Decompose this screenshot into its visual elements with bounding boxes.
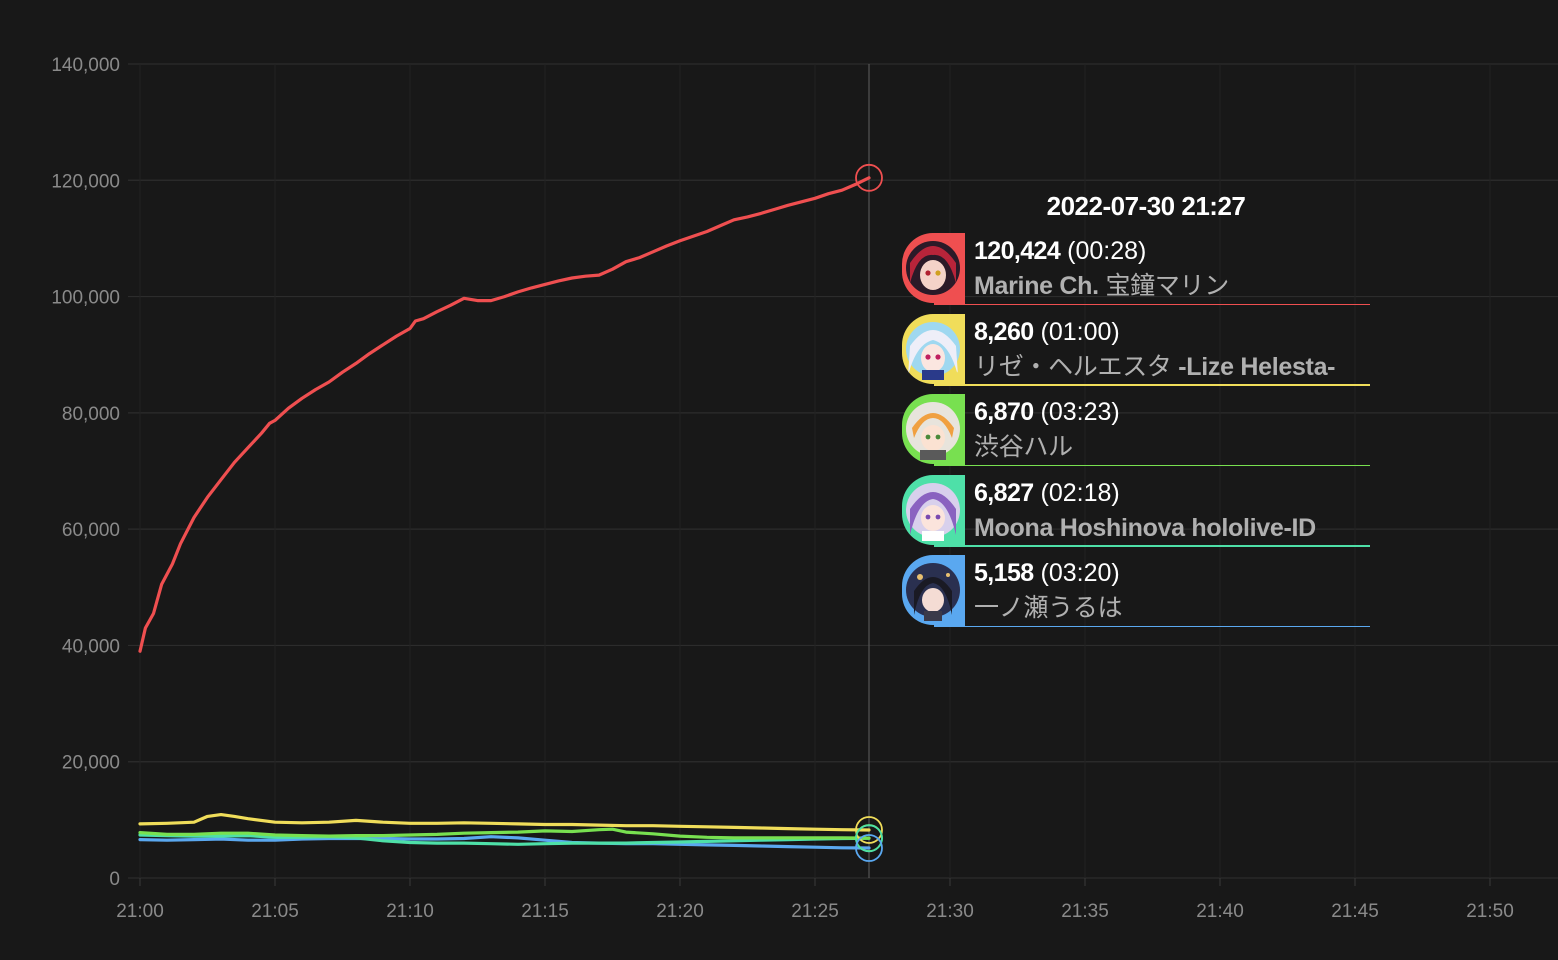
entry-value: 6,827 <box>974 478 1034 507</box>
tooltip-entry-haru: 6,870 (03:23) 渋谷ハル <box>902 394 1370 466</box>
entry-underline <box>934 303 1370 305</box>
x-tick-label: 21:15 <box>521 901 569 922</box>
entry-underline <box>934 464 1370 466</box>
entry-value: 120,424 <box>974 237 1061 265</box>
tooltip-timestamp: 2022-07-30 21:27 <box>1046 191 1246 221</box>
hover-tooltip: 2022-07-30 21:27 120,424 (00:28) Marine … <box>902 185 1370 636</box>
entry-underline <box>934 625 1370 627</box>
entry-channel-name-jp: リゼ・ヘルエスタ <box>974 352 1179 381</box>
hover-markers <box>855 163 883 862</box>
x-tick-label: 21:20 <box>656 901 704 922</box>
channel-avatar-icon <box>902 233 964 303</box>
entry-channel-name-jp: 一ノ瀬うるは <box>974 594 1123 622</box>
hover-point-marker-4 <box>855 834 883 862</box>
series-line-4 <box>138 835 871 850</box>
entry-duration: (03:20) <box>1040 559 1120 587</box>
series-line-3 <box>138 833 871 846</box>
x-tick-label: 21:30 <box>926 901 974 922</box>
entry-duration: (00:28) <box>1067 237 1147 265</box>
y-axis-ticks: 0 20,000 40,000 60,000 80,000 100,000 120,000 1… <box>51 55 120 890</box>
x-tick-label: 21:25 <box>791 901 839 922</box>
grid <box>128 63 1558 886</box>
y-tick-label: 60,000 <box>62 520 120 541</box>
series-line-0 <box>138 176 871 653</box>
tooltip-entry-uruha: 5,158 (03:20) 一ノ瀬うるは <box>902 555 1370 627</box>
entry-channel-name: Moona Hoshinova hololive-ID <box>974 513 1316 542</box>
entry-channel-name: Marine Ch. <box>974 272 1106 300</box>
y-tick-label: 100,000 <box>51 288 120 309</box>
channel-avatar-icon <box>902 474 964 545</box>
hover-point-marker-0 <box>855 163 883 192</box>
entry-duration: (02:18) <box>1040 478 1120 507</box>
tooltip-entry-lize: 8,260 (01:00) リゼ・ヘルエスタ -Lize Helesta- <box>902 313 1370 386</box>
entry-channel-name-jp: 宝鐘マリン <box>1105 272 1229 300</box>
x-tick-label: 21:35 <box>1061 901 1109 922</box>
entry-channel-name: -Lize Helesta- <box>1178 352 1336 381</box>
channel-avatar-icon <box>902 313 964 384</box>
x-tick-label: 21:50 <box>1466 901 1514 922</box>
entry-value: 5,158 <box>974 559 1034 587</box>
entry-duration: (01:00) <box>1040 317 1120 346</box>
x-tick-label: 21:40 <box>1196 901 1244 922</box>
y-tick-label: 20,000 <box>62 753 120 774</box>
x-tick-label: 21:00 <box>116 901 164 922</box>
entry-underline <box>934 384 1370 386</box>
x-tick-label: 21:05 <box>251 901 299 922</box>
series-line-2 <box>138 827 871 840</box>
hover-point-marker-3 <box>855 824 883 853</box>
entry-value: 8,260 <box>974 317 1034 346</box>
y-tick-label: 120,000 <box>51 171 120 192</box>
entry-duration: (03:23) <box>1040 398 1120 426</box>
x-axis-ticks: 21:00 21:05 21:10 21:15 21:20 21:25 21:30 21:35… <box>116 901 1514 922</box>
x-tick-label: 21:10 <box>386 901 434 922</box>
tooltip-entry-moona: 6,827 (02:18) Moona Hoshinova hololive-I… <box>902 474 1370 547</box>
entry-value: 6,870 <box>974 398 1034 426</box>
series-line-1 <box>138 813 871 832</box>
series-lines <box>138 176 871 850</box>
channel-avatar-icon <box>902 555 964 625</box>
hover-point-marker-1 <box>855 816 883 844</box>
channel-avatar-icon <box>902 394 964 464</box>
y-tick-label: 140,000 <box>51 55 120 76</box>
tooltip-entry-marine: 120,424 (00:28) Marine Ch. 宝鐘マリン <box>902 233 1370 305</box>
y-tick-label: 80,000 <box>62 404 120 425</box>
entry-channel-name-jp: 渋谷ハル <box>974 433 1073 461</box>
entry-underline <box>934 545 1370 547</box>
x-tick-label: 21:45 <box>1331 901 1379 922</box>
y-tick-label: 40,000 <box>62 636 120 657</box>
y-tick-label: 0 <box>109 869 120 890</box>
